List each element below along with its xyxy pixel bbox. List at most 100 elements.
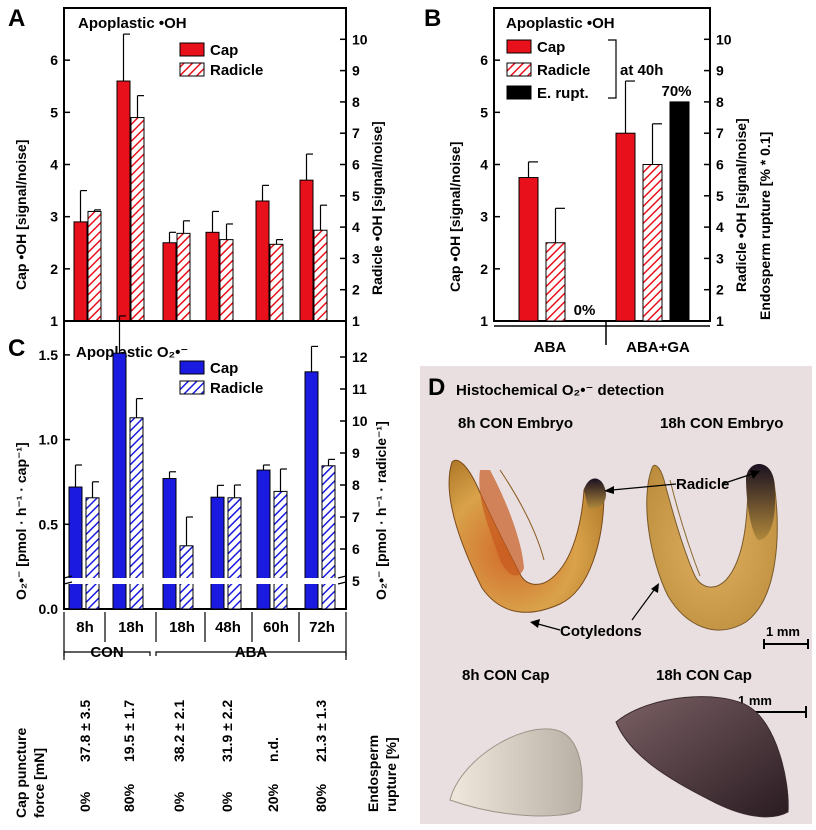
c-bar-radicle [179,545,194,610]
c-bar-cap [68,486,83,610]
endosperm-label-1: Endosperm [365,735,381,812]
c-category-label: 18h [169,619,195,636]
b-bar-radicle [642,164,663,322]
endosperm-rupture-value: 20% [265,783,281,812]
legend-swatch-radicle [179,62,205,77]
b-ytick-label-right: 6 [716,157,724,173]
panel-b-right-axis: 1 2 3 4 5 6 7 8 9 10 [704,31,732,329]
legend-c-label-cap: Cap [210,360,238,377]
b-ytick-label-left: 4 [480,157,488,173]
c-bar-radicle [85,497,100,610]
c-group-label: ABA [235,644,268,661]
panel-c-title: Apoplastic O₂•⁻ [76,344,188,361]
a-ytick-label-right: 5 [352,188,360,204]
c-bar-cap [256,469,271,610]
b-ytick-label-right: 4 [716,219,724,235]
a-bar-cap [73,221,88,322]
legend-b-swatch-cap [506,39,532,54]
legend-c-label-radicle: Radicle [210,380,263,397]
b-ytick-label-right: 3 [716,250,724,266]
cap-puncture-value: 31.9 ± 2.2 [219,700,235,762]
a-ytick-label-right: 7 [352,125,360,141]
radicle-arrow-left [611,483,677,491]
axis-break-mark-right-top [337,575,347,579]
c-ytick-label-right: 10 [352,413,368,429]
scale-bar-2-label: 1 mm [738,693,772,708]
endosperm-rupture-value: 0% [171,791,187,812]
axis-break-mark-left-bottom [63,581,73,585]
c-ytick-label-left: 0.5 [39,516,59,532]
c-bar-cap [112,352,127,610]
c-ytick-label-right: 6 [352,541,360,557]
b-ytick-label-right: 9 [716,63,724,79]
b-rupture-label: 0% [574,302,596,319]
cotyledon-arrow-left [537,623,561,631]
a-bar-cap [255,200,270,322]
panel-b-legend: Cap Radicle E. rupt. at 40h [506,39,663,102]
c-bar-cap [162,478,177,610]
b-ytick-label-left: 6 [480,52,488,68]
label-cap-18h: 18h CON Cap [656,667,752,684]
legend-label-cap: Cap [210,42,238,59]
b-rupture-label: 70% [661,83,691,100]
axis-break-mark-left-top [63,575,73,579]
b-ytick-label-left: 5 [480,104,488,120]
panel-b-categories: ABA ABA+GA [494,321,710,356]
panel-letter-c: C [8,335,25,362]
c-category-label: 18h [118,619,144,636]
legend-b-swatch-rupture [506,85,532,100]
panel-a-legend: Cap Radicle [179,42,263,79]
cap-puncture-values: 37.8 ± 3.5 19.5 ± 1.7 38.2 ± 2.1 31.9 ± 2.2… [77,700,329,762]
c-ytick-label-left: 1.5 [39,347,59,363]
panel-b-ylabel-right-2: Endosperm rupture [% * 0.1] [757,132,773,320]
panel-b-bars: 0% 70% [518,80,692,322]
a-bar-radicle [87,210,102,322]
panel-c-legend: Cap Radicle [179,360,263,397]
a-bar-radicle [130,117,145,322]
label-cap-8h: 8h CON Cap [462,667,550,684]
panel-c-ylabel: O₂•⁻ [pmol · h⁻¹ · cap⁻¹] [13,442,29,600]
panel-b-left-axis: 1 2 3 4 5 6 [480,52,500,329]
legend-c-swatch-radicle [179,380,205,395]
a-ytick-label-right: 9 [352,63,360,79]
label-embryo-8h: 8h CON Embryo [458,415,573,432]
axis-break-mark-right-bottom [337,581,347,585]
label-embryo-18h: 18h CON Embryo [660,415,783,432]
a-bar-cap [116,80,131,322]
panel-letter-d: D [428,374,445,401]
a-bar-cap [162,242,177,322]
panel-letter-a: A [8,5,25,32]
photo-title: Histochemical O₂•⁻ detection [456,382,664,399]
cap-puncture-value: 38.2 ± 2.1 [171,700,187,762]
cotyledon-arrowhead-right [651,583,659,593]
panel-letter-b: B [424,5,441,32]
a-ytick-label-right: 2 [352,282,360,298]
a-ytick-label-left: 3 [50,209,58,225]
c-category-label: 48h [215,619,241,636]
c-bar-radicle [273,490,288,610]
panel-c-bars [68,315,336,610]
a-ytick-label-right: 6 [352,157,360,173]
c-bar-radicle [227,497,242,610]
legend-c-swatch-cap [179,360,205,375]
c-group-label: CON [90,644,123,661]
b-ytick-label-left: 2 [480,261,488,277]
b-bar-radicle [545,242,566,322]
cap-18h-photo [615,696,789,818]
a-ytick-label-right: 3 [352,250,360,266]
panel-a: A Apoplastic •OH 1 2 3 4 5 6 1 2 3 4 5 6 7 8 9 10 Cap … [8,5,385,329]
embryo-8h-photo [448,459,606,613]
c-category-label: 72h [309,619,335,636]
c-category-label: 8h [76,619,94,636]
scale-bar-1-label: 1 mm [766,624,800,639]
a-bar-radicle [313,229,328,322]
b-category-label: ABA [534,339,567,356]
cap-8h-photo [449,728,583,817]
panel-a-bars [73,33,328,322]
a-ytick-label-right: 8 [352,94,360,110]
c-bar-cap [304,371,319,610]
a-ytick-label-right: 1 [352,313,360,329]
a-ytick-label-right: 10 [352,31,368,47]
a-bar-cap [205,231,220,322]
